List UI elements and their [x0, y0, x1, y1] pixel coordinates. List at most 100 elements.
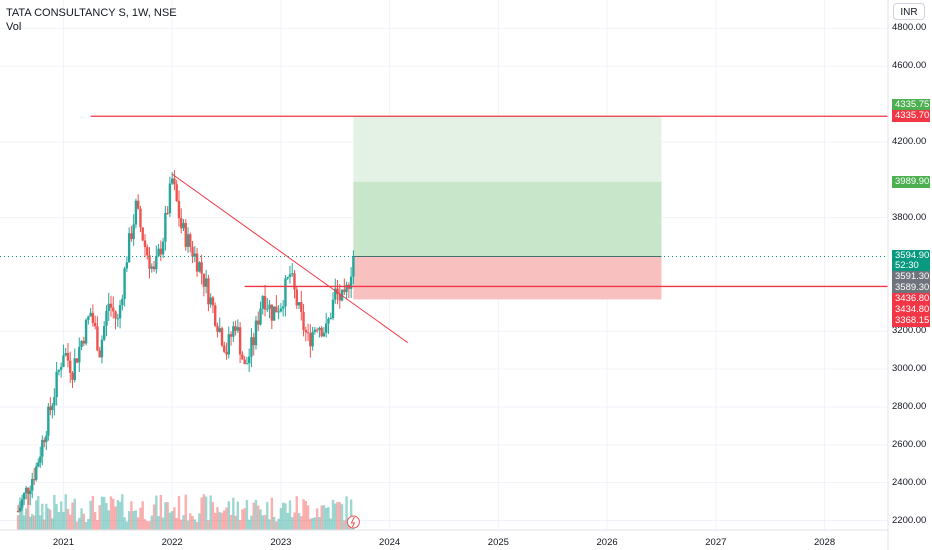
volume-bar	[84, 521, 88, 530]
volume-bar	[59, 501, 63, 530]
candle-body	[47, 406, 50, 436]
candle-body	[297, 302, 301, 306]
candle-body	[209, 297, 212, 305]
volume-bar	[100, 496, 104, 530]
volume-bar	[109, 496, 113, 530]
candle-body	[241, 354, 244, 360]
candle-body	[322, 332, 326, 337]
candle-body	[352, 256, 355, 277]
last-price-tag: 3594.90	[892, 250, 930, 262]
volume-bar	[245, 499, 249, 530]
volume-bar	[116, 500, 119, 530]
candle-body	[257, 320, 260, 325]
volume-bar	[218, 512, 221, 530]
volume-bar	[225, 507, 228, 530]
countdown-tag: 52:30	[892, 260, 930, 272]
candle-body	[284, 278, 287, 307]
candle-body	[311, 331, 314, 347]
candle-body	[78, 346, 81, 363]
volume-bar	[177, 496, 181, 530]
volume-bar	[193, 519, 197, 530]
candle-body	[71, 372, 74, 380]
volume-bar	[91, 495, 95, 530]
volume-bar	[20, 500, 24, 530]
candle-body	[225, 351, 228, 355]
volume-bar	[202, 494, 206, 530]
volume-bar	[150, 515, 153, 530]
candle-body	[325, 323, 328, 333]
candle-body	[186, 234, 190, 247]
candle-body	[200, 262, 203, 274]
target-zone	[353, 181, 662, 257]
volume-bar	[180, 519, 183, 530]
candle-body	[127, 233, 131, 263]
candle-body	[18, 507, 22, 512]
volume-bar	[318, 517, 321, 530]
volume-bar	[327, 507, 330, 530]
time-axis-label: 2023	[270, 537, 292, 548]
volume-bar	[161, 517, 165, 530]
time-axis-label: 2027	[705, 537, 727, 548]
volume-bar	[182, 515, 185, 530]
candle-body	[93, 322, 97, 327]
volume-bar	[105, 503, 108, 530]
price-axis-label: 2800.00	[892, 400, 927, 412]
candle-body	[100, 339, 104, 358]
volume-bar	[304, 500, 308, 530]
candle-body	[304, 330, 308, 333]
candle-body	[279, 308, 283, 312]
candle-body	[245, 363, 249, 365]
candle-body	[53, 397, 56, 406]
volume-bar	[45, 503, 48, 530]
candle-body	[121, 298, 124, 306]
candle-body	[73, 358, 76, 380]
volume-bar	[288, 500, 292, 530]
volume-bar	[277, 518, 280, 530]
volume-bar	[148, 521, 151, 530]
candle-body	[24, 487, 28, 493]
candle-body	[288, 274, 292, 277]
candle-body	[234, 326, 237, 331]
candle-body	[89, 312, 92, 317]
candle-body	[268, 304, 271, 309]
candle-body	[204, 278, 208, 287]
volume-bar	[136, 517, 140, 530]
price-axis-label: 4800.00	[892, 22, 927, 34]
candle-body	[116, 318, 119, 320]
resistance-tag: 4335.70	[892, 110, 930, 122]
volume-bar	[313, 517, 317, 530]
candle-body	[98, 350, 101, 358]
candle-body	[218, 328, 221, 332]
volume-bar	[336, 501, 339, 530]
candle-body	[263, 296, 267, 310]
candle-body	[107, 303, 110, 312]
volume-bar	[220, 512, 224, 530]
candle-body	[334, 288, 337, 300]
volume-bar	[173, 507, 176, 530]
candle-body	[202, 273, 206, 287]
volume-bar	[98, 505, 101, 530]
candle-body	[125, 262, 129, 269]
volume-bar	[155, 495, 158, 530]
volume-bar	[152, 504, 156, 530]
candle-body	[152, 266, 156, 270]
currency-button[interactable]: INR	[893, 3, 925, 20]
volume-bar	[286, 512, 289, 530]
candle-body	[232, 326, 235, 337]
volume-bar	[26, 494, 30, 530]
candle-body	[261, 296, 264, 309]
symbol-title: TATA CONSULTANCY S, 1W, NSE	[6, 7, 177, 19]
candle-body	[139, 208, 142, 228]
candle-body	[55, 371, 58, 398]
candle-body	[43, 439, 46, 443]
volume-bar	[166, 502, 169, 530]
candle-body	[41, 439, 44, 457]
candle-body	[266, 308, 269, 310]
support-tag: 3436.80	[892, 293, 930, 305]
volume-bar	[141, 501, 144, 530]
candle-body	[157, 248, 160, 257]
candle-body	[37, 462, 40, 467]
candle-body	[272, 306, 276, 321]
candle-body	[313, 329, 317, 332]
